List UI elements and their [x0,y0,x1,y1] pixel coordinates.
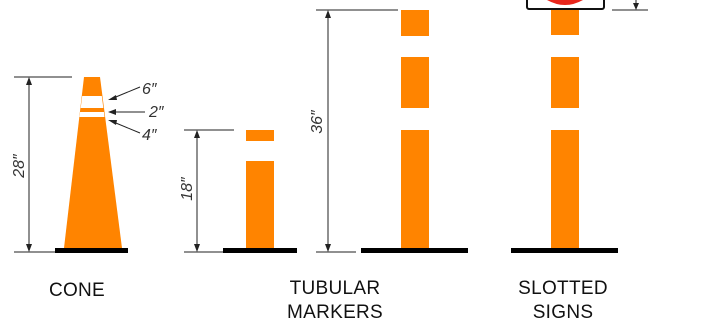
tubular-short-height-label: 18″ [179,176,196,201]
slotted-sign-band-lower [551,108,579,130]
slotted-label-line1: SLOTTED [518,278,608,299]
cone-band-callouts: 6″ 2″ 4″ [108,81,165,144]
tubular-tall-band-upper [401,36,429,57]
slotted-sign-band-upper [551,35,579,57]
slotted-label-line2: SIGNS [532,302,594,323]
cone-band-label-6in: 6″ [142,81,158,98]
cone-band-label-2in: 2″ [148,104,165,121]
cone-band-upper [80,96,104,108]
tubular-marker-tall [361,10,468,253]
cone-height-label: 28″ [11,153,28,179]
tubular-short-band [246,141,274,161]
cone-body [64,77,122,248]
slotted-sign-base [511,248,618,253]
cone-label: CONE [48,280,106,301]
tubular-tall-dimension: 36″ [309,9,398,253]
tubular-tall-base [361,248,468,253]
slotted-sign-dimension [612,0,648,11]
tubular-marker-short [223,130,297,253]
tubular-tall-band-lower [401,108,429,130]
tubular-short-base [223,248,297,253]
cone-band-label-4in: 4″ [142,127,158,144]
tubular-short-dimension: 18″ [179,129,234,253]
slotted-sign [511,0,618,253]
cone-dimension: 28″ [11,76,72,253]
tubular-label-line2: MARKERS [286,302,384,323]
sign-red-symbol [547,0,583,5]
cone [55,77,128,253]
cone-caption: CONE [44,279,110,303]
slotted-signs-caption: SLOTTED SIGNS [508,277,618,325]
tubular-markers-caption: TUBULAR MARKERS [274,277,396,325]
tubular-tall-height-label: 36″ [309,109,326,134]
cone-base [55,248,128,253]
tubular-label-line1: TUBULAR [289,278,381,299]
cone-band-lower [79,112,105,117]
